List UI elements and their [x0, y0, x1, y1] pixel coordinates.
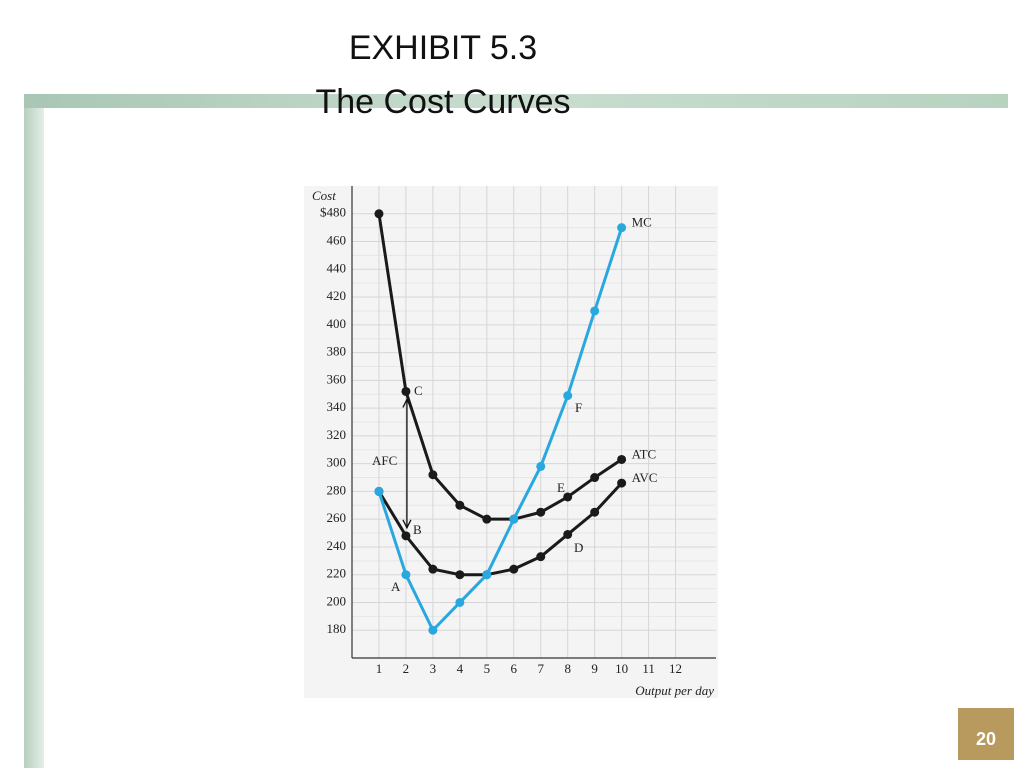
- data-point: [563, 492, 573, 502]
- y-tick-label: 400: [327, 316, 347, 331]
- y-tick-label: 340: [327, 399, 347, 414]
- y-tick-label: 300: [327, 455, 347, 470]
- x-tick-label: 8: [564, 661, 571, 676]
- x-tick-label: 4: [457, 661, 464, 676]
- page-badge: [958, 708, 1014, 760]
- data-point: [401, 386, 411, 396]
- data-point: [617, 478, 627, 488]
- data-point: [536, 461, 546, 471]
- y-tick-label: 360: [327, 371, 347, 386]
- data-point: [374, 209, 384, 219]
- series-line: [377, 482, 623, 577]
- side-band: [24, 108, 44, 768]
- series-label: AVC: [632, 470, 658, 485]
- y-tick-label: $480: [320, 205, 346, 220]
- y-tick-label: 460: [327, 233, 347, 248]
- y-tick-label: 180: [327, 621, 347, 636]
- slide-title: EXHIBIT 5.3: [349, 29, 537, 67]
- x-tick-label: 12: [669, 661, 682, 676]
- annotation: E: [557, 480, 565, 495]
- data-point: [401, 531, 411, 541]
- y-tick-label: 440: [327, 260, 347, 275]
- x-axis-title: Output per day: [635, 683, 714, 698]
- data-point: [590, 473, 600, 483]
- x-tick-label: 2: [403, 661, 410, 676]
- x-tick-label: 5: [484, 661, 491, 676]
- data-point: [455, 597, 465, 607]
- data-point: [482, 514, 492, 524]
- chart-panel: [304, 186, 718, 698]
- x-tick-label: 11: [642, 661, 655, 676]
- annotation: AFC: [372, 453, 397, 468]
- series-line: [377, 227, 624, 632]
- data-point: [428, 470, 438, 480]
- series-label: ATC: [632, 446, 657, 461]
- series-line: [377, 213, 623, 521]
- header-stripe: [24, 94, 1008, 108]
- x-tick-label: 3: [430, 661, 437, 676]
- annotation: D: [574, 540, 583, 555]
- data-point: [563, 391, 573, 401]
- y-axis-title: Cost: [312, 188, 336, 203]
- page-number: 20: [976, 729, 996, 749]
- annotation: C: [414, 383, 423, 398]
- x-tick-label: 1: [376, 661, 383, 676]
- y-tick-label: 380: [327, 344, 347, 359]
- data-point: [428, 625, 438, 635]
- data-point: [509, 564, 519, 574]
- x-tick-label: 6: [511, 661, 518, 676]
- y-tick-label: 240: [327, 538, 347, 553]
- annotation: A: [391, 579, 401, 594]
- y-tick-label: 280: [327, 482, 347, 497]
- data-point: [536, 552, 546, 562]
- x-tick-label: 9: [591, 661, 598, 676]
- x-tick-label: 7: [537, 661, 544, 676]
- data-point: [590, 507, 600, 517]
- data-point: [455, 570, 465, 580]
- data-point: [536, 507, 546, 517]
- data-point: [455, 500, 465, 510]
- y-tick-label: 220: [327, 566, 347, 581]
- slide-subtitle: The Cost Curves: [315, 83, 570, 121]
- annotation: B: [413, 522, 422, 537]
- data-point: [482, 570, 492, 580]
- series-label: MC: [632, 215, 652, 230]
- data-point: [563, 529, 573, 539]
- arrow-head: [402, 398, 412, 408]
- data-point: [590, 306, 600, 316]
- data-point: [428, 564, 438, 574]
- y-tick-label: 260: [327, 510, 347, 525]
- y-tick-label: 200: [327, 593, 347, 608]
- data-point: [617, 223, 627, 233]
- data-point: [617, 454, 627, 464]
- data-point: [401, 570, 411, 580]
- arrow-head: [402, 519, 412, 530]
- data-point: [374, 486, 384, 496]
- x-tick-label: 10: [615, 661, 628, 676]
- y-tick-label: 420: [327, 288, 347, 303]
- y-tick-label: 320: [327, 427, 347, 442]
- data-point: [509, 514, 519, 524]
- annotation: F: [575, 400, 582, 415]
